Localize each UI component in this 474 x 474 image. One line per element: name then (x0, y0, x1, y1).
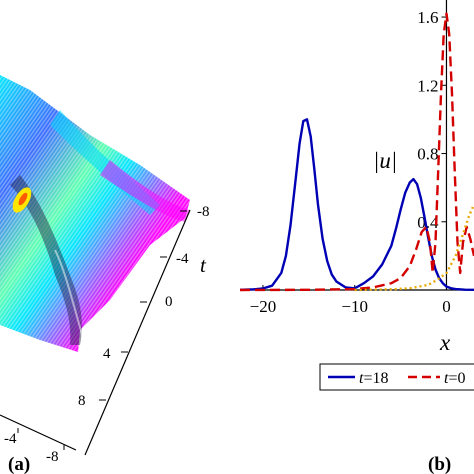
panel-b: −20 −10 0 0.4 0.8 1.2 1.6 |u| x t=18 t=0 (b) (239, 0, 474, 474)
t-tick-label: 8 (78, 393, 86, 409)
t-tick-label: -8 (197, 204, 210, 220)
x-tick-label: 0 (442, 297, 451, 316)
x-tick-label: −20 (250, 297, 277, 316)
panel-b-label: (b) (428, 454, 451, 474)
legend-label-t18: t=18 (359, 370, 388, 387)
y-tick-label: 1.6 (417, 8, 438, 27)
t-tick-label: 0 (165, 294, 173, 310)
legend: t=18 t=0 (319, 363, 474, 391)
x-tick-label: -8 (46, 449, 59, 465)
x-tick-label: −10 (341, 297, 368, 316)
surface-crest-dark (10, 175, 82, 345)
x-tick-label: -4 (4, 431, 17, 447)
plot-b-xlabel: x (439, 330, 451, 355)
series-line-t-0 (239, 12, 474, 292)
surface-plot (0, 75, 190, 352)
t-axis-label: t (200, 253, 207, 277)
plot-b-yticks: 0.4 0.8 1.2 1.6 (417, 0, 448, 290)
panel-a: -8 -4 0 4 8 t -4 -8 (a) (0, 75, 210, 474)
plot-b-series (239, 12, 474, 292)
t-tick-label: 4 (103, 346, 111, 362)
t-axis: -8 -4 0 4 8 t (78, 204, 210, 456)
legend-label-t0: t=0 (444, 370, 465, 387)
plot-b-xticks: −20 −10 0 (250, 285, 451, 316)
plot-b-ylabel: |u| (373, 148, 397, 173)
t-axis-line (84, 209, 191, 456)
series-line-t-18 (239, 118, 474, 291)
y-tick-label: 0.8 (417, 145, 438, 164)
surface-ridge-magenta (100, 160, 190, 222)
surface-texture (0, 75, 190, 352)
y-tick-label: 0.4 (417, 213, 439, 232)
surface-peak-core (18, 192, 28, 206)
series-line-dotted (354, 204, 474, 292)
x-axis-front: -4 -8 (0, 414, 77, 465)
panel-a-label: (a) (8, 454, 30, 474)
x-axis-line (0, 414, 77, 451)
y-tick-label: 1.2 (417, 76, 438, 95)
surface-bottom-crest (54, 249, 86, 346)
t-tick-label: -4 (176, 251, 189, 267)
